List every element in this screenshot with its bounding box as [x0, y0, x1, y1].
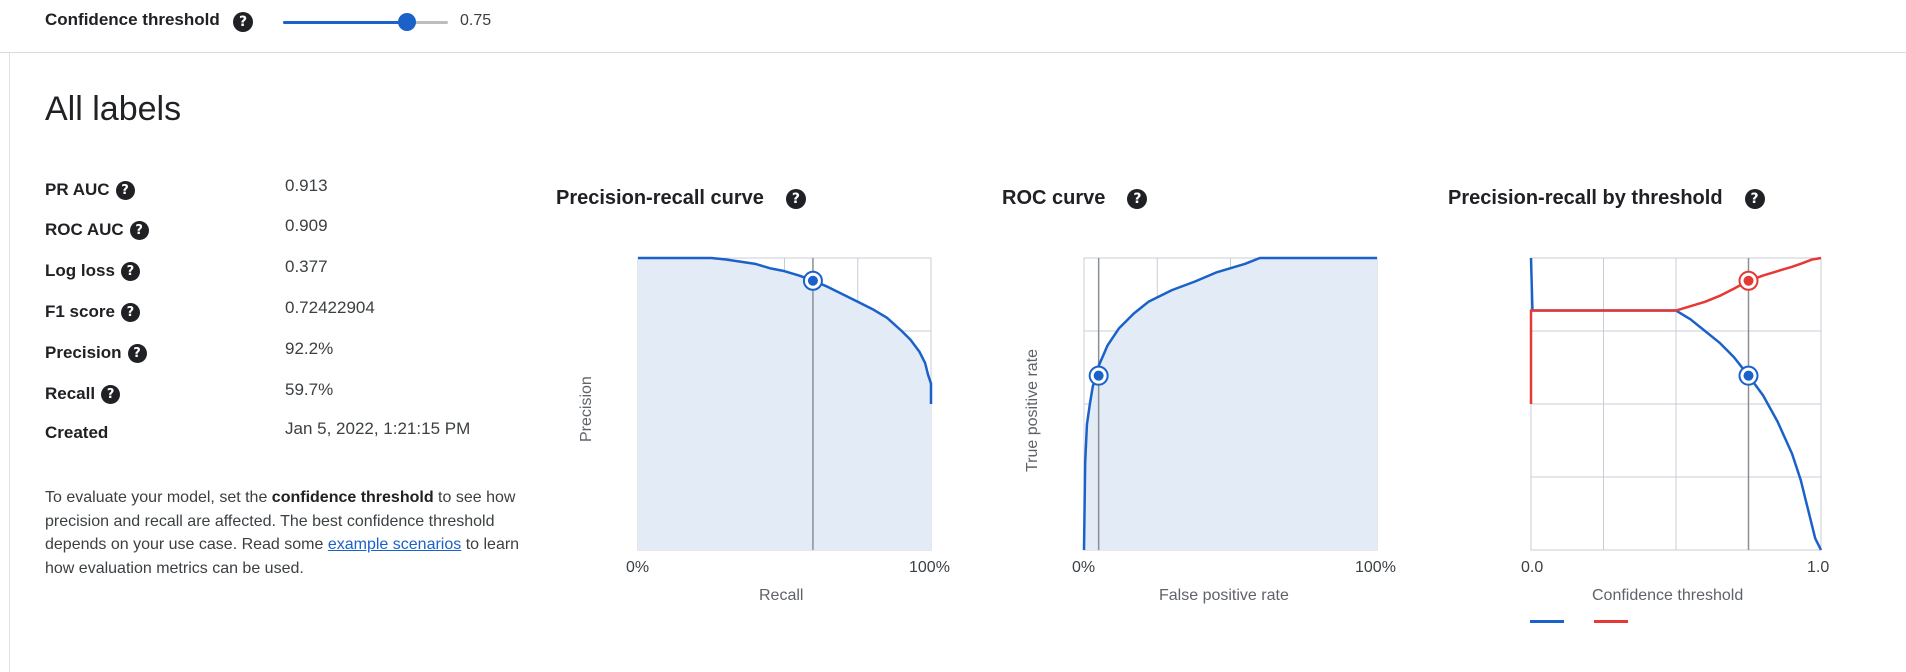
- x-axis-label: Confidence threshold: [1592, 587, 1744, 604]
- area-fill: [638, 258, 931, 550]
- example-scenarios-link[interactable]: example scenarios: [327, 536, 462, 553]
- x-axis-label: False positive rate: [1159, 587, 1289, 604]
- roc-curve-chart: [1082, 256, 1378, 551]
- threshold-marker-dot: [1743, 275, 1754, 286]
- y-axis-label: Precision: [578, 376, 595, 442]
- metric-name: Precision?: [45, 343, 147, 364]
- area-fill: [1084, 258, 1377, 550]
- help-icon[interactable]: ?: [101, 385, 121, 405]
- metric-value: 0.913: [285, 176, 328, 195]
- help-icon[interactable]: ?: [129, 221, 149, 241]
- confidence-threshold-slider[interactable]: [283, 13, 448, 31]
- x-tick-label: 100%: [909, 559, 950, 576]
- y-axis-label: True positive rate: [1024, 348, 1041, 472]
- chart-title-text: Precision-recall by threshold: [1448, 187, 1723, 209]
- help-icon[interactable]: ?: [1744, 188, 1765, 209]
- description-text: to learn how evaluation metrics can be u…: [45, 536, 520, 577]
- threshold-marker-dot: [1093, 370, 1104, 381]
- description-text: To evaluate your model, set the: [45, 489, 272, 506]
- pr-curve-title: Precision-recall curve?: [556, 187, 806, 210]
- pr-by-threshold-title: Precision-recall by threshold?: [1448, 187, 1765, 210]
- metric-label: Precision: [45, 343, 122, 362]
- metric-label: Recall: [45, 384, 96, 403]
- help-icon[interactable]: ?: [127, 344, 147, 364]
- metric-value: 0.909: [285, 216, 328, 235]
- help-icon[interactable]: ?: [785, 188, 806, 209]
- metric-name: PR AUC?: [45, 180, 135, 201]
- metric-value: 59.7%: [285, 380, 334, 399]
- slider-handle[interactable]: [397, 13, 416, 31]
- x-axis-label: Recall: [759, 587, 804, 604]
- divider: [9, 53, 10, 672]
- threshold-marker-dot: [1743, 370, 1754, 381]
- threshold-value: 0.75: [460, 12, 492, 29]
- page-title: All labels: [45, 90, 182, 128]
- precision-legend-swatch: [1594, 620, 1628, 623]
- metric-value: Jan 5, 2022, 1:21:15 PM: [285, 419, 471, 438]
- pr-curve-chart: [637, 256, 933, 551]
- help-icon[interactable]: ?: [233, 12, 253, 32]
- chart-title-text: Precision-recall curve: [556, 187, 764, 209]
- series-line-0: [638, 256, 933, 404]
- threshold-marker-dot: [807, 275, 818, 286]
- x-tick-label: 1.0: [1807, 559, 1830, 576]
- help-icon[interactable]: ?: [120, 303, 140, 323]
- description-text: to see how precision and recall are affe…: [45, 489, 516, 553]
- help-icon[interactable]: ?: [120, 262, 140, 282]
- metric-value: 0.377: [285, 257, 328, 276]
- metric-value: 92.2%: [285, 339, 334, 358]
- metric-name: Recall?: [45, 384, 121, 405]
- x-tick-label: 0%: [626, 559, 650, 576]
- threshold-label: Confidence threshold: [45, 10, 220, 29]
- help-icon[interactable]: ?: [115, 181, 135, 201]
- recall-legend-swatch: [1530, 620, 1564, 623]
- metric-label: Log loss: [45, 261, 115, 280]
- x-tick-label: 0%: [1072, 559, 1096, 576]
- slider-fill: [283, 21, 407, 24]
- roc-curve-title: ROC curve?: [1002, 187, 1148, 210]
- series-line-1: [1529, 256, 1822, 404]
- metric-name: F1 score?: [45, 302, 140, 323]
- help-icon[interactable]: ?: [1127, 188, 1148, 209]
- pr-by-threshold-chart: [1529, 256, 1823, 551]
- metric-label: PR AUC: [45, 180, 110, 199]
- description-bold: confidence threshold: [271, 489, 434, 506]
- threshold-toolbar: [0, 0, 1906, 53]
- metric-value: 0.72422904: [285, 298, 375, 317]
- series-line-0: [1082, 256, 1377, 551]
- metric-name: Created: [45, 423, 108, 443]
- evaluation-description: To evaluate your model, set the confiden…: [45, 486, 525, 580]
- metric-label: ROC AUC: [45, 220, 124, 239]
- metric-name: Log loss?: [45, 261, 140, 282]
- metric-name: ROC AUC?: [45, 220, 149, 241]
- x-tick-label: 100%: [1355, 559, 1396, 576]
- metric-label: F1 score: [45, 302, 115, 321]
- x-tick-label: 0.0: [1521, 559, 1544, 576]
- chart-title-text: ROC curve: [1002, 187, 1106, 209]
- metric-label: Created: [45, 423, 109, 442]
